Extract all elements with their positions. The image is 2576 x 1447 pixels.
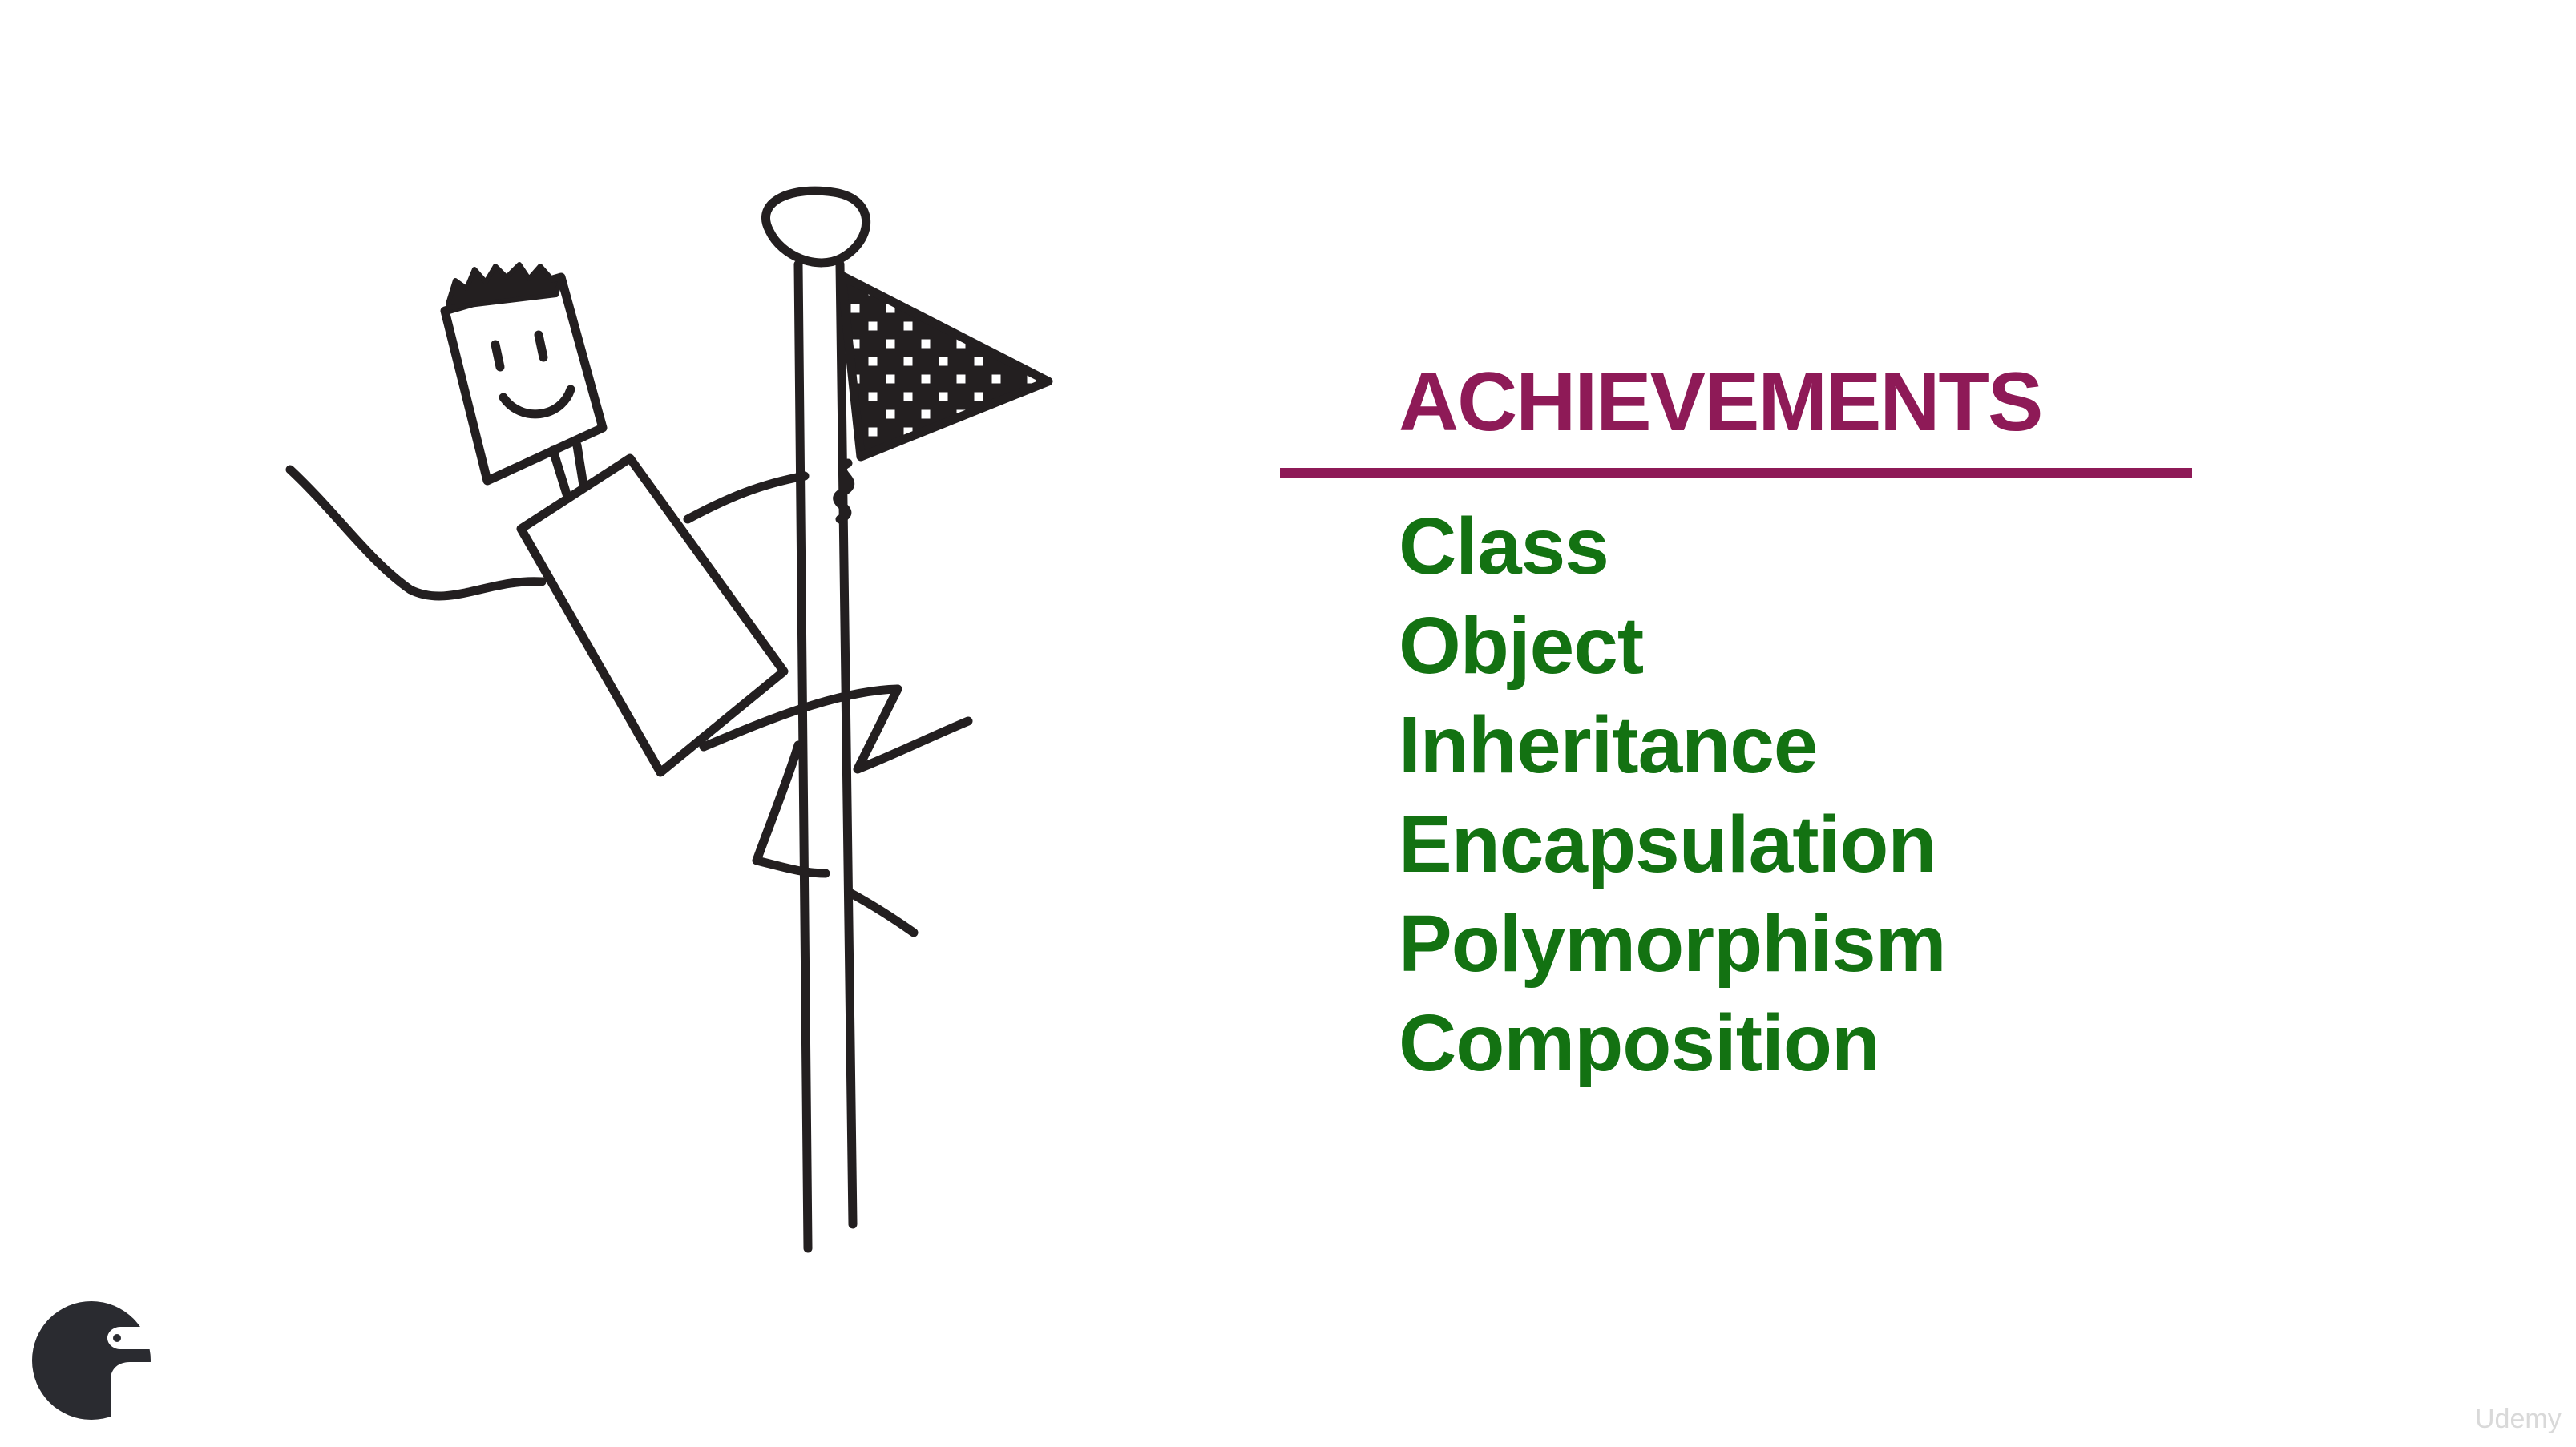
list-item: Polymorphism [1399, 899, 1947, 989]
list-item: Class [1399, 502, 1609, 591]
list-item: Inheritance [1399, 700, 1818, 790]
list-item: Object [1399, 601, 1644, 691]
slide-title: ACHIEVEMENTS [1399, 356, 2043, 449]
list-item: Encapsulation [1399, 800, 1936, 889]
title-underline [1280, 468, 2192, 478]
achievement-list: Class Object Inheritance Encapsulation P… [1399, 497, 1947, 1093]
stick-figure-climbing-pole-icon [285, 186, 1053, 1253]
list-item: Composition [1399, 998, 1880, 1088]
bird-logo-icon [32, 1301, 152, 1421]
udemy-watermark: Udemy [2475, 1404, 2562, 1434]
